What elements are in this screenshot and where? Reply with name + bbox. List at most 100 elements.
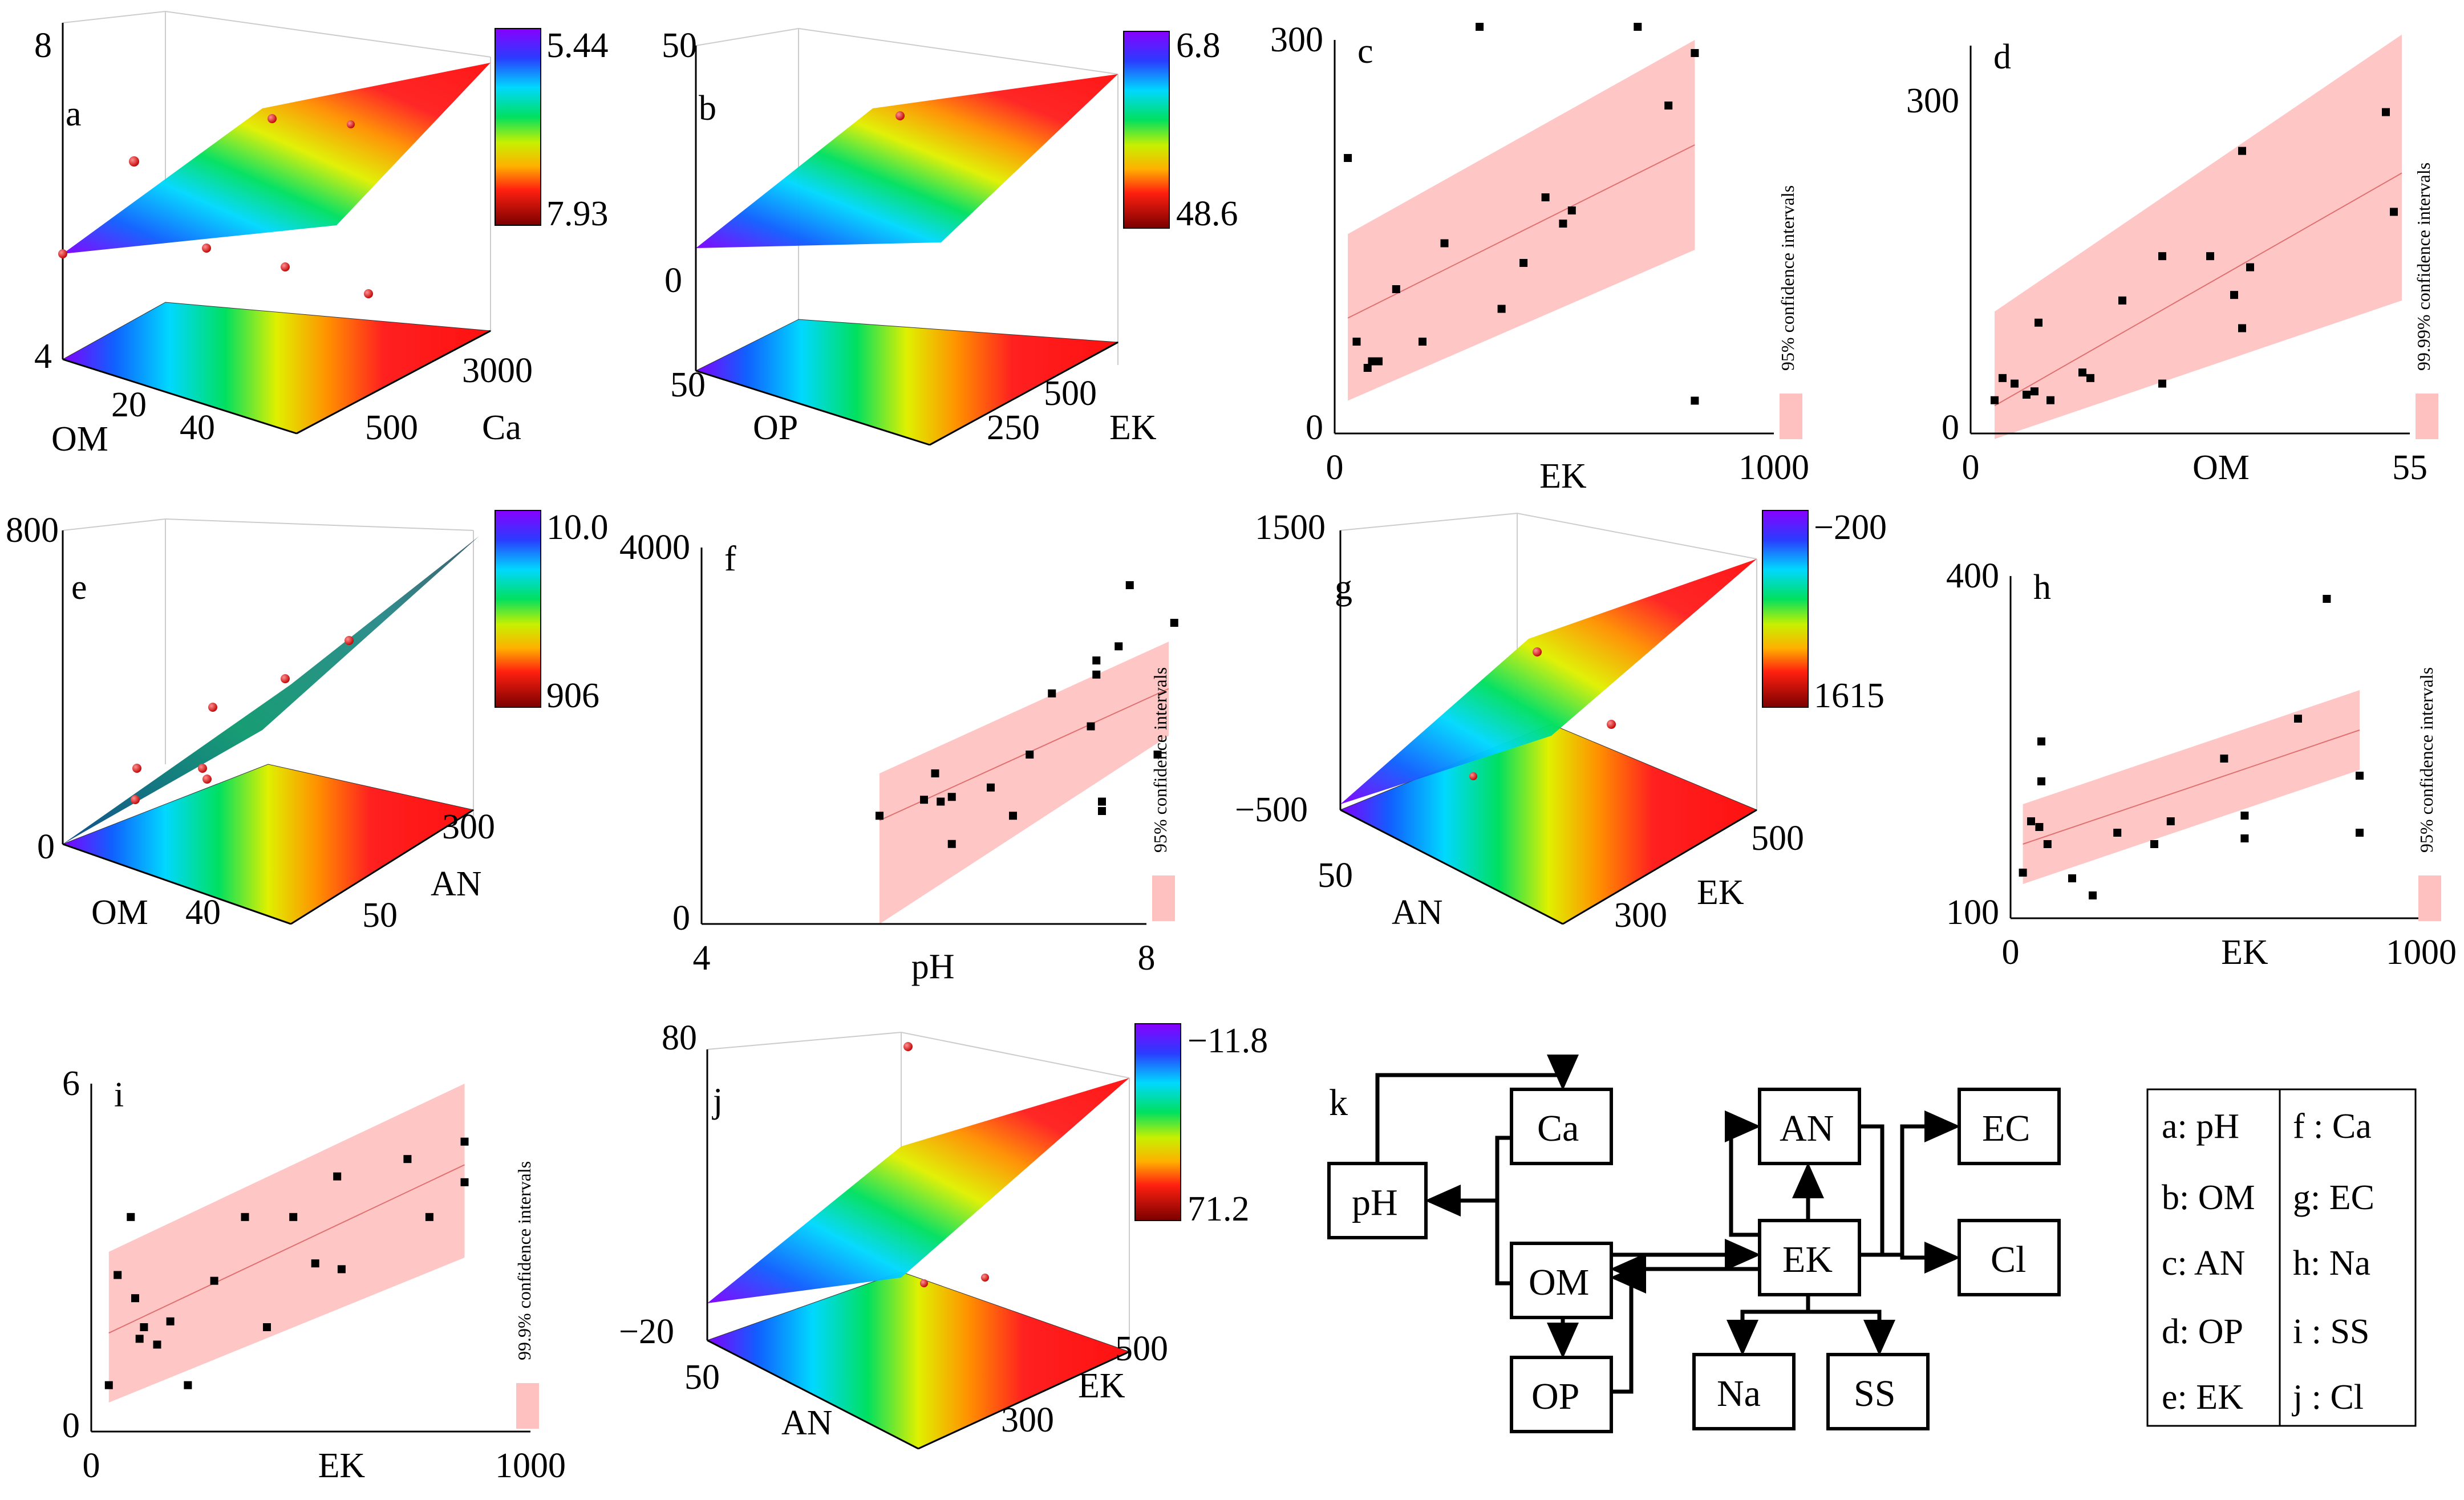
panel-g-letter: g xyxy=(1335,568,1352,607)
panel-a-ztick-top: 8 xyxy=(34,26,52,65)
panel-e xyxy=(62,518,479,925)
band-legend-label: 95% confidence intervals xyxy=(1150,667,1170,853)
panel-j-cbar-bottom: 71.2 xyxy=(1188,1190,1250,1229)
x-tick-label: 55 xyxy=(2392,448,2427,487)
panel-g-ztick-top: 1500 xyxy=(1255,508,1326,547)
data-point xyxy=(2220,755,2228,763)
panel-g-xlabel: AN xyxy=(1392,893,1443,932)
data-point xyxy=(1691,396,1699,405)
scatter-panel-d: 99.99% confidence intervals d 0 300 0 OM 55 xyxy=(1906,34,2438,487)
panel-j xyxy=(706,1032,1130,1450)
scatter-panel-h: 95% confidence intervals h 100 400 0 EK 1000 xyxy=(1946,557,2457,972)
data-point xyxy=(1098,797,1106,806)
fit-line xyxy=(2023,729,2360,845)
data-point xyxy=(2323,595,2331,603)
band-legend-swatch xyxy=(2418,875,2441,921)
data-point xyxy=(114,1271,122,1279)
data-point xyxy=(2027,817,2035,825)
x-axis-label: pH xyxy=(911,947,955,986)
data-point xyxy=(2240,834,2249,842)
node-pH xyxy=(1327,1162,1428,1239)
node-EK-label: EK xyxy=(1782,1239,1833,1280)
y-tick-label: 0 xyxy=(1306,408,1323,447)
y-tick-label: 0 xyxy=(1942,408,1959,447)
data-point xyxy=(2089,891,2097,899)
node-Cl xyxy=(1958,1219,2061,1296)
panel-g-cbar-bottom: 1615 xyxy=(1814,676,1885,715)
data-point xyxy=(2356,772,2364,780)
data-point xyxy=(2068,874,2076,882)
x-tick-label: 1000 xyxy=(1738,448,1809,487)
panel-g-ztick-bottom: −500 xyxy=(1235,790,1308,829)
panel-b-ytick-2: 500 xyxy=(1044,374,1097,413)
scatter-panel-f: 95% confidence intervals f 0 4000 4 8 pH xyxy=(619,528,1178,986)
panel-e-ylabel: AN xyxy=(431,865,482,903)
data-point xyxy=(104,1381,113,1389)
node-AN-label: AN xyxy=(1780,1108,1834,1149)
arrow-EK-EC xyxy=(1882,1110,1960,1257)
data-point xyxy=(210,1276,218,1285)
data-point xyxy=(1092,656,1101,664)
data-point xyxy=(425,1213,433,1221)
panel-g-ytick-2: 500 xyxy=(1751,819,1804,858)
data-point xyxy=(1419,338,1426,346)
panel-j-ztick-bottom: −20 xyxy=(619,1312,674,1351)
panel-e-ztick-top: 800 xyxy=(6,511,59,550)
x-tick-label: 4 xyxy=(693,939,711,978)
panel-j-cbar-top: −11.8 xyxy=(1188,1021,1268,1060)
panel-a xyxy=(58,11,492,435)
panel-j-ylabel: EK xyxy=(1078,1367,1125,1405)
band-legend-label: 95% confidence intervals xyxy=(1777,185,1798,371)
data-point xyxy=(1634,23,1642,31)
legend-d: d: OP xyxy=(2162,1312,2243,1351)
data-point xyxy=(460,1137,469,1146)
data-point xyxy=(311,1259,319,1268)
panel-j-xtick-1: 50 xyxy=(684,1358,720,1397)
data-point xyxy=(1048,689,1056,698)
data-point xyxy=(2238,147,2246,155)
panel-j-ztick-top: 80 xyxy=(662,1019,697,1057)
panel-e-ztick-bottom: 0 xyxy=(37,828,55,866)
legend-i: i : SS xyxy=(2293,1312,2369,1351)
data-point xyxy=(987,783,995,792)
panel-e-letter: e xyxy=(71,568,87,607)
panel-j-xlabel: AN xyxy=(781,1404,833,1442)
y-tick-label: 300 xyxy=(1906,82,1959,120)
surface-text: 8 4 a OM 20 40 500 3000 Ca 5.44 7.93 50 … xyxy=(6,26,1887,1442)
x-tick-label: OM xyxy=(2193,448,2250,487)
legend-b: b: OM xyxy=(2162,1178,2255,1217)
x-tick-label: 0 xyxy=(1326,448,1344,487)
data-point xyxy=(1153,751,1162,759)
data-point xyxy=(1664,102,1673,110)
panel-letter: f xyxy=(724,540,736,578)
y-tick-label: 100 xyxy=(1946,893,1999,932)
data-point xyxy=(1999,374,2007,382)
panel-j-ytick-2: 500 xyxy=(1115,1329,1168,1368)
band-legend-swatch xyxy=(2416,394,2438,439)
node-OP-label: OP xyxy=(1531,1376,1579,1417)
panel-k: k pH Ca OM OP AN EK Na SS EC Cl xyxy=(1327,1055,2061,1433)
data-point xyxy=(876,812,884,820)
band-legend-label: 99.9% confidence intervals xyxy=(514,1161,534,1360)
data-point xyxy=(2031,387,2039,396)
panel-g-cbar-top: −200 xyxy=(1814,508,1887,547)
data-point xyxy=(1440,239,1449,248)
panel-j-ytick-1: 300 xyxy=(1001,1401,1054,1440)
data-point xyxy=(2240,812,2249,820)
panel-a-cbar-top: 5.44 xyxy=(546,26,609,65)
legend-j: j : Cl xyxy=(2292,1378,2364,1417)
panel-b-ztick-bottom: 0 xyxy=(664,261,682,300)
legend-e: e: EK xyxy=(2162,1378,2243,1417)
data-point xyxy=(2294,715,2302,723)
x-tick-label: 1000 xyxy=(495,1446,566,1485)
panel-g-ylabel: EK xyxy=(1697,873,1744,912)
data-point xyxy=(241,1213,249,1221)
panel-b-cbar-bottom: 48.6 xyxy=(1176,194,1238,233)
legend-h: h: Na xyxy=(2293,1244,2370,1283)
data-point xyxy=(920,796,928,804)
node-OM-label: OM xyxy=(1529,1262,1589,1303)
panel-a-cbar-bottom: 7.93 xyxy=(546,194,609,233)
data-point xyxy=(289,1213,298,1221)
data-point xyxy=(1087,722,1095,731)
data-point xyxy=(2238,324,2246,333)
